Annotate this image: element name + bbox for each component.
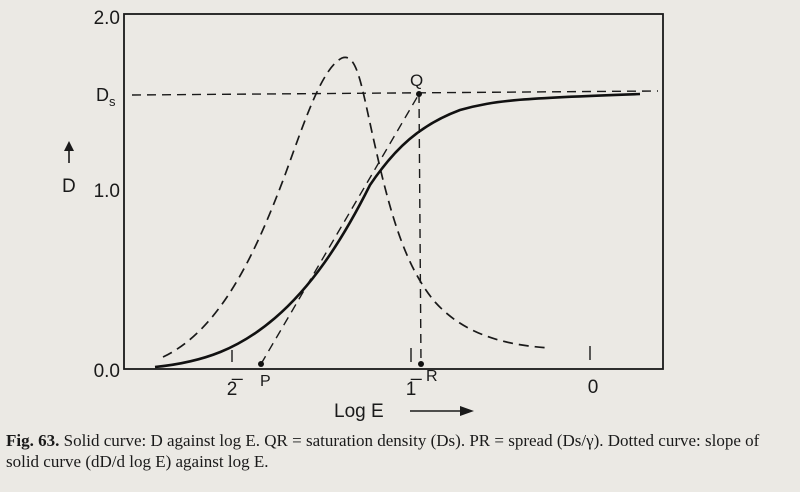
ds-label: Ds [96,85,116,109]
x-axis-label: Log E [334,401,384,422]
figure-caption: Fig. 63. Solid curve: D against log E. Q… [6,430,796,472]
y-tick-label-bottom: 0.0 [94,361,120,382]
y-tick-label-top: 2.0 [94,8,120,29]
slope-dotted-curve [162,56,551,358]
y-axis-label: D [62,176,76,197]
ds-level-dashed-line [131,90,659,96]
x-tick-label-3: 0 [588,377,599,398]
y-tick-label-mid: 1.0 [94,181,120,202]
plot-frame [123,13,664,370]
point-r-marker [418,361,424,367]
pq-tangent-dashed-line [260,93,420,365]
caption-figure-label: Fig. 63. [6,431,60,450]
x-tick-label-2: 1̅ [406,379,423,400]
figure: 2.0 1.0 0.0 D Ds 2̅ 1̅ 0 Log E Q P R [62,8,664,422]
x-tick-label-1: 2̅ [227,379,244,400]
ds-label-subscript: s [109,94,116,109]
x-axis-arrow [410,406,474,416]
ds-label-main: D [96,85,109,105]
qr-dashed-line [418,93,422,365]
x-tick-marks [231,346,591,362]
caption-text: Solid curve: D against log E. QR = satur… [6,431,760,471]
y-axis-arrow [64,141,74,163]
point-p-label: P [260,373,271,390]
density-solid-curve [154,92,641,369]
point-p-marker [258,361,264,367]
point-q-label: Q [410,71,423,90]
point-r-label: R [426,368,438,385]
point-q-marker [416,91,422,97]
